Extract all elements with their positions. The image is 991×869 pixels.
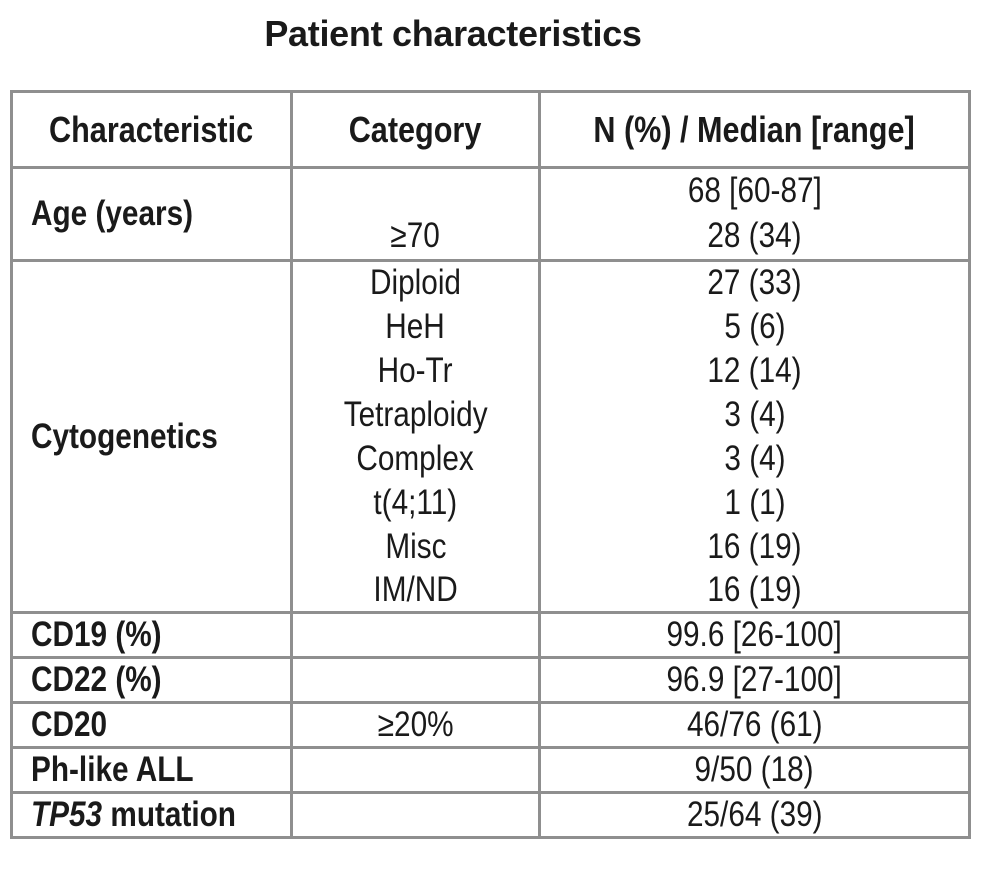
cell-category	[290, 166, 541, 214]
cell-value: 9/50 (18)	[538, 746, 971, 793]
characteristic-label: CD20	[31, 705, 108, 744]
cell-category: Ho-Tr	[290, 348, 541, 393]
cell-characteristic-cd20: CD20	[10, 701, 293, 748]
cell-category: Misc	[290, 524, 541, 569]
cell-value: 1 (1)	[538, 480, 971, 525]
table-row: CD22 (%) 96.9 [27-100]	[10, 656, 971, 703]
cell-characteristic-cd19: CD19 (%)	[10, 611, 293, 658]
cell-category	[290, 791, 541, 838]
header-row: Characteristic Category N (%) / Median […	[10, 91, 971, 169]
column-header-value: N (%) / Median [range]	[538, 91, 971, 169]
table-row: Cytogenetics Diploid 27 (33)	[10, 259, 971, 613]
cell-value: 46/76 (61)	[538, 701, 971, 748]
column-header-category: Category	[290, 91, 541, 169]
value-label: 16 (19)	[707, 526, 802, 566]
table-row: Tetraploidy 3 (4)	[12, 392, 971, 437]
value-label: 27 (33)	[707, 263, 802, 303]
category-label: t(4;11)	[373, 482, 458, 522]
table-title: Patient characteristics	[264, 13, 642, 54]
category-label: Complex	[356, 438, 475, 478]
cell-category: Tetraploidy	[290, 392, 541, 437]
value-label: 16 (19)	[707, 569, 802, 609]
cell-category: Diploid	[290, 259, 541, 305]
cell-category	[290, 656, 541, 703]
characteristic-label: TP53 mutation	[31, 796, 236, 835]
table-row: HeH 5 (6)	[12, 304, 971, 349]
value-label: 12 (14)	[707, 350, 802, 390]
cell-characteristic-cytogenetics: Cytogenetics	[10, 259, 293, 613]
cell-value: 68 [60-87]	[538, 166, 971, 214]
table-row: CD19 (%) 99.6 [26-100]	[10, 611, 971, 658]
value-label: 3 (4)	[723, 394, 786, 434]
cell-category	[290, 611, 541, 658]
value-label: 46/76 (61)	[686, 705, 823, 744]
value-label: 1 (1)	[723, 482, 786, 522]
table-row: CD20 ≥20% 46/76 (61)	[10, 701, 971, 748]
category-label: Misc	[384, 526, 447, 566]
cell-value: 96.9 [27-100]	[538, 656, 971, 703]
cell-category: ≥70	[290, 213, 541, 261]
table-row: Complex 3 (4)	[12, 436, 971, 481]
table-row: Misc 16 (19)	[12, 524, 971, 569]
cell-category: HeH	[290, 304, 541, 349]
category-label: Diploid	[370, 263, 461, 303]
characteristic-label: Ph-like ALL	[31, 750, 194, 789]
column-header-category-label: Category	[349, 108, 482, 150]
cell-value: 28 (34)	[538, 213, 971, 261]
column-header-characteristic-label: Characteristic	[49, 108, 254, 150]
value-label: 3 (4)	[723, 438, 786, 478]
value-label: 25/64 (39)	[686, 795, 823, 834]
cell-category: ≥20%	[290, 701, 541, 748]
cell-value: 25/64 (39)	[538, 791, 971, 838]
characteristic-label: Cytogenetics	[31, 416, 218, 456]
cell-value: 5 (6)	[538, 304, 971, 349]
value-label: 5 (6)	[723, 306, 786, 346]
characteristic-label: CD19 (%)	[31, 615, 162, 654]
cell-characteristic-ph-like-all: Ph-like ALL	[10, 746, 293, 793]
value-label: 96.9 [27-100]	[666, 660, 843, 699]
category-label: Tetraploidy	[343, 394, 488, 434]
cell-characteristic-tp53: TP53 mutation	[10, 791, 293, 838]
value-label: 99.6 [26-100]	[666, 615, 843, 654]
cell-value: 16 (19)	[538, 524, 971, 569]
table-row: t(4;11) 1 (1)	[12, 480, 971, 525]
table-row: Ho-Tr 12 (14)	[12, 348, 971, 393]
cell-category	[290, 746, 541, 793]
patient-characteristics-table: Characteristic Category N (%) / Median […	[10, 90, 971, 839]
cell-characteristic-age: Age (years)	[10, 166, 293, 261]
category-label: Ho-Tr	[378, 350, 453, 390]
cell-value: 16 (19)	[538, 568, 971, 613]
cell-value: 3 (4)	[538, 436, 971, 481]
category-label: IM/ND	[373, 569, 458, 609]
cell-characteristic-cd22: CD22 (%)	[10, 656, 293, 703]
table-row: TP53 mutation 25/64 (39)	[10, 791, 971, 838]
value-label: 9/50 (18)	[694, 750, 815, 789]
tp53-rest-text: mutation	[102, 795, 236, 834]
column-header-value-label: N (%) / Median [range]	[593, 108, 916, 150]
table-row: IM/ND 16 (19)	[12, 568, 971, 613]
category-label: ≥20%	[377, 705, 454, 744]
cell-value: 99.6 [26-100]	[538, 611, 971, 658]
cell-value: 27 (33)	[538, 259, 971, 305]
characteristic-label: CD22 (%)	[31, 660, 162, 699]
table-row: ≥70 28 (34)	[12, 213, 971, 261]
category-label: HeH	[385, 306, 446, 346]
value-label: 28 (34)	[707, 216, 802, 256]
tp53-italic-text: TP53	[31, 795, 103, 834]
cell-category: IM/ND	[290, 568, 541, 613]
category-label: ≥70	[390, 216, 441, 256]
table-row: Age (years) 68 [60-87]	[10, 166, 971, 261]
value-label: 68 [60-87]	[687, 171, 822, 211]
cell-value: 3 (4)	[538, 392, 971, 437]
characteristic-label: Age (years)	[31, 194, 194, 233]
cell-category: Complex	[290, 436, 541, 481]
cell-category: t(4;11)	[290, 480, 541, 525]
column-header-characteristic: Characteristic	[10, 91, 293, 169]
table-row: Ph-like ALL 9/50 (18)	[10, 746, 971, 793]
cell-value: 12 (14)	[538, 348, 971, 393]
